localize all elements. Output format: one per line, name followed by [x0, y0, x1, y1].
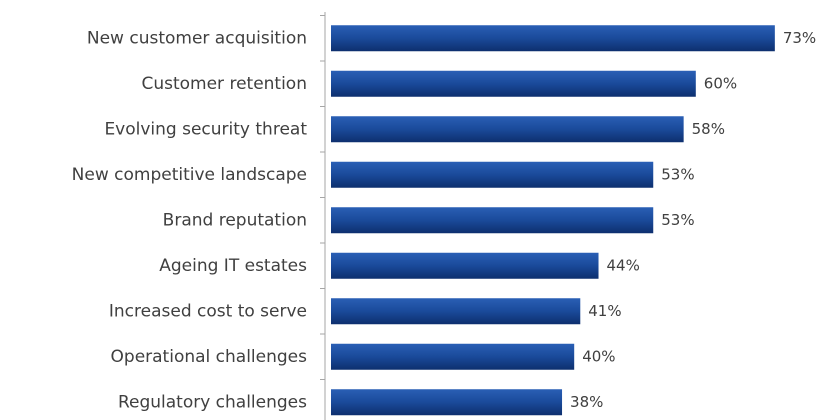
bar	[331, 207, 654, 234]
y-tick-label: Brand reputation	[163, 210, 307, 230]
data-label: 38%	[570, 393, 603, 411]
bar	[331, 343, 575, 370]
data-label: 58%	[692, 120, 725, 138]
y-tick-label: New competitive landscape	[72, 165, 307, 185]
y-tick-label: Customer retention	[141, 74, 307, 94]
y-tick-label: Operational challenges	[111, 347, 308, 367]
data-label: 53%	[661, 165, 694, 183]
y-tick-label: Increased cost to serve	[109, 301, 307, 321]
bar	[331, 161, 654, 188]
data-label: 73%	[783, 29, 816, 47]
y-tick-label: Regulatory challenges	[118, 392, 307, 412]
data-label: 60%	[704, 74, 737, 92]
y-tick-label: Evolving security threat	[104, 119, 307, 139]
bar	[331, 116, 684, 143]
bar	[331, 389, 563, 416]
data-label: 53%	[661, 211, 694, 229]
data-label: 44%	[607, 256, 640, 274]
y-tick-label: New customer acquisition	[87, 28, 307, 48]
bar	[331, 252, 599, 279]
bar	[331, 298, 581, 325]
y-tick-label: Ageing IT estates	[159, 256, 307, 276]
data-label: 40%	[582, 347, 615, 365]
bar	[331, 70, 696, 97]
bar	[331, 25, 775, 52]
data-label: 41%	[588, 302, 621, 320]
